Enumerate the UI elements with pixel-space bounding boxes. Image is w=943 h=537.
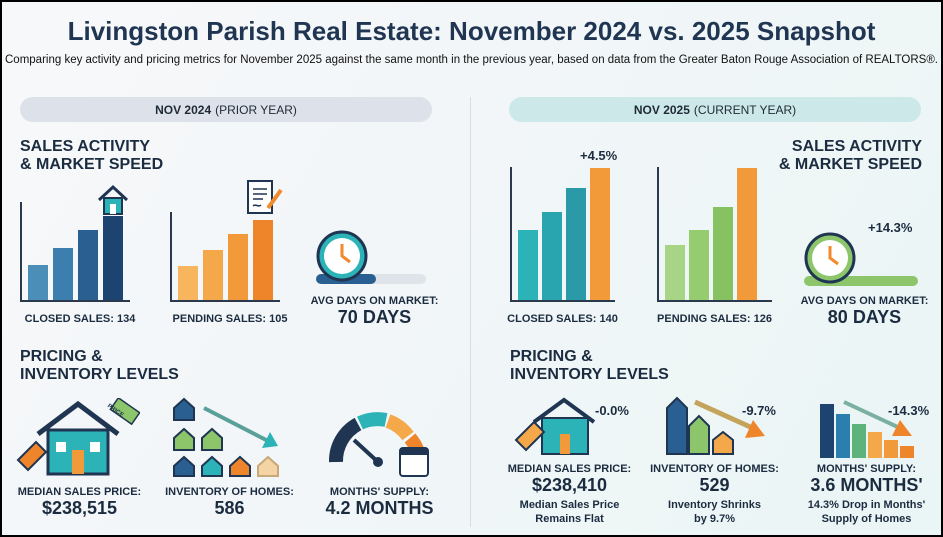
- current-sales-heading: SALES ACTIVITY & MARKET SPEED: [778, 138, 922, 173]
- current-closed-change: +4.5%: [580, 148, 618, 163]
- prior-year-pill: NOV 2024 (PRIOR YEAR): [20, 97, 432, 122]
- bar: [542, 212, 562, 300]
- shrinking-houses-icon: [666, 396, 765, 455]
- bar: [78, 230, 98, 300]
- current-pending-sales-label: PENDING SALES: 126: [657, 313, 772, 325]
- prior-dom-value: 70 DAYS: [337, 307, 412, 327]
- bar: [713, 207, 733, 300]
- house-price-tag-icon: [16, 398, 140, 476]
- current-pricing-heading: PRICING & INVENTORY LEVELS: [510, 348, 669, 383]
- current-median-label: MEDIAN SALES PRICE:: [507, 463, 632, 475]
- current-dom-change: +14.3%: [868, 220, 913, 235]
- prior-pricing-heading: PRICING & INVENTORY LEVELS: [20, 348, 179, 383]
- bar: [253, 220, 273, 300]
- current-inventory-note: Inventory Shrinks by 9.7%: [668, 499, 761, 525]
- page-title: Livingston Parish Real Estate: November …: [67, 16, 876, 46]
- bar: [203, 250, 223, 300]
- current-year-pill: NOV 2025 (CURRENT YEAR): [509, 97, 921, 122]
- prior-closed-sales-chart: [20, 202, 130, 302]
- bar: [53, 248, 73, 300]
- bar: [566, 188, 586, 300]
- current-closed-sales-label: CLOSED SALES: 140: [507, 313, 618, 325]
- bar: [737, 168, 757, 300]
- bar: [178, 266, 198, 300]
- current-dom-value: 80 DAYS: [827, 307, 902, 327]
- current-inventory-change: -9.7%: [742, 403, 776, 418]
- prior-pending-sales-chart: [170, 212, 280, 302]
- pill-year: NOV 2024: [155, 102, 212, 117]
- page-subtitle: Comparing key activity and pricing metri…: [5, 54, 938, 66]
- bar: [518, 230, 538, 300]
- bar: [689, 230, 709, 300]
- current-supply-note: 14.3% Drop in Months' Supply of Homes: [807, 499, 926, 525]
- prior-supply-label: MONTHS' SUPPLY:: [329, 486, 430, 498]
- current-inventory-value: 529: [699, 475, 730, 495]
- prior-dom-label: AVG DAYS ON MARKET:: [310, 295, 439, 307]
- house-price-tag-icon: [514, 397, 596, 455]
- declining-bars-icon: [820, 400, 914, 458]
- house-icon: [97, 184, 129, 215]
- current-median-change: -0.0%: [595, 403, 629, 418]
- prior-inventory-value: 586: [214, 498, 245, 518]
- prior-sales-heading: SALES ACTIVITY & MARKET SPEED: [20, 138, 164, 173]
- divider: [470, 97, 471, 527]
- current-median-value: $238,410: [531, 475, 608, 495]
- prior-median-value: $238,515: [41, 498, 118, 518]
- inventory-houses-icon: [173, 397, 279, 477]
- pill-year: NOV 2025: [633, 102, 690, 117]
- bar: [590, 168, 610, 300]
- pill-note: (CURRENT YEAR): [693, 102, 797, 117]
- contract-icon: [247, 180, 283, 214]
- bar: [665, 245, 685, 300]
- current-dom-label: AVG DAYS ON MARKET:: [800, 295, 929, 307]
- pill-note: (PRIOR YEAR): [215, 102, 297, 117]
- current-closed-sales-chart: [510, 167, 615, 302]
- clock-icon: [316, 230, 426, 284]
- prior-median-label: MEDIAN SALES PRICE:: [17, 486, 142, 498]
- current-supply-label: MONTHS' SUPPLY:: [816, 463, 917, 475]
- bar: [28, 265, 48, 300]
- current-median-note: Median Sales Price Remains Flat: [519, 499, 620, 525]
- current-pending-sales-chart: [657, 167, 772, 302]
- bar: [103, 216, 123, 300]
- current-inventory-label: INVENTORY OF HOMES:: [650, 463, 779, 475]
- bar: [228, 234, 248, 300]
- prior-pending-sales-label: PENDING SALES: 105: [172, 313, 288, 325]
- current-supply-value: 3.6 MONTHS': [810, 475, 923, 495]
- current-supply-change: -14.3%: [888, 403, 930, 418]
- prior-closed-sales-label: CLOSED SALES: 134: [24, 313, 136, 325]
- clock-icon: [804, 232, 918, 286]
- gauge-icon: [329, 412, 429, 477]
- prior-inventory-label: INVENTORY OF HOMES:: [165, 486, 294, 498]
- prior-supply-value: 4.2 MONTHS: [325, 498, 434, 518]
